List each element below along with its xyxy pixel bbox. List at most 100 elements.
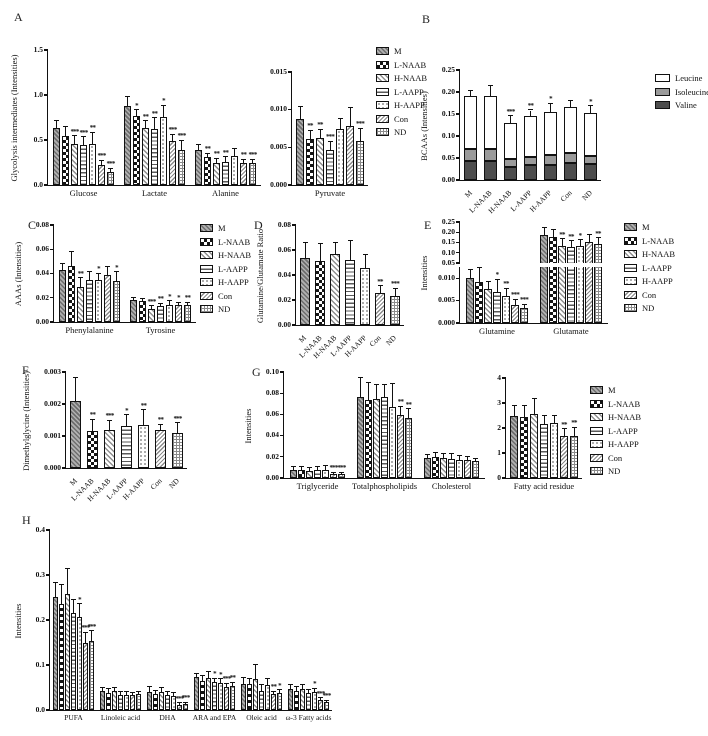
bar-H-NAAB bbox=[484, 222, 492, 263]
y-tick-label: 0.010 bbox=[270, 104, 287, 114]
legend-item: Isoleucine bbox=[655, 87, 708, 97]
x-tick-label: M bbox=[462, 188, 474, 200]
plot-area: 0.000 0.001 0.002 0.003 ** *** * ** ** *** M L-NAAB… bbox=[44, 368, 187, 503]
category-label: ARA and EPA bbox=[192, 713, 237, 722]
bar-M bbox=[466, 267, 474, 323]
bar-group: ** * * Phenylalanine bbox=[59, 225, 120, 335]
bar-L-NAAB bbox=[62, 50, 69, 185]
x-tick-label: ND bbox=[166, 476, 181, 491]
legend-swatch-isoleucine bbox=[655, 87, 670, 96]
panel-f: F Dimethylglycine (Intensities) 0.000 0.00… bbox=[21, 360, 187, 503]
segment-valine bbox=[584, 164, 597, 180]
significance-stars: *** bbox=[329, 464, 338, 473]
bar-group: ** *** M L-NAAB H-NAAB L-AAPP H-AAPP Con ND bbox=[297, 225, 400, 360]
legend-swatch-l-naab bbox=[624, 236, 637, 245]
panel-c: C AAAs (Intensities) 0.00 0.02 0.04 0.06 0.08… bbox=[13, 212, 251, 335]
legend-swatch-m bbox=[376, 47, 389, 55]
bar-H-AAPP: * bbox=[77, 530, 82, 710]
significance-stars: * bbox=[78, 595, 81, 604]
legend-item: L-NAAB bbox=[590, 399, 641, 409]
category-label: PUFA bbox=[64, 713, 83, 722]
panel-label-a: A bbox=[14, 10, 23, 24]
bar-L-NAAB bbox=[520, 378, 528, 478]
segment-valine bbox=[524, 165, 537, 180]
chart-glutamine-glutamate-ratio: Glutamine/Glutamate Ratio 0.00 0.02 0.04 0.0… bbox=[255, 221, 404, 360]
y-tick-label: 0.20 bbox=[441, 227, 455, 237]
significance-stars: *** bbox=[322, 691, 331, 700]
x-axis-labels: M L-NAAB H-NAAB L-AAPP H-AAPP Con ND bbox=[462, 180, 597, 215]
bar-Con: *** bbox=[316, 530, 325, 710]
category-label: Linoleic acid bbox=[100, 713, 141, 722]
legend-label: H-AAPP bbox=[608, 439, 639, 449]
category-label: Totalphospholipids bbox=[351, 481, 418, 491]
chart-fatty-acid-residue: 0 1 2 3 4 ** ** Fatty acid residue bbox=[491, 374, 582, 491]
y-tick-label: 4 bbox=[497, 372, 501, 382]
panel-label-e: E bbox=[424, 218, 432, 232]
significance-stars: ** bbox=[527, 101, 534, 110]
bar-L-AAPP bbox=[493, 222, 501, 263]
bar-M bbox=[70, 372, 81, 468]
y-tick-label: 0.000 bbox=[438, 317, 455, 327]
y-tick-label: 0.002 bbox=[44, 398, 61, 408]
bar-H-NAAB bbox=[530, 378, 538, 478]
bar-H-NAAB: ** bbox=[213, 50, 220, 185]
significance-stars: *** bbox=[97, 152, 106, 161]
bar-ND: *** bbox=[520, 267, 529, 323]
significance-stars: ** bbox=[397, 398, 404, 407]
bar-L-NAAB: ** bbox=[306, 72, 314, 185]
y-tick-label: 0.005 bbox=[438, 295, 455, 305]
bar-Con: ** bbox=[375, 225, 385, 325]
bar-Con bbox=[104, 225, 111, 322]
y-tick-label: 0.02 bbox=[277, 294, 291, 304]
bar-L-NAAB: ** bbox=[87, 372, 98, 468]
chart-glycolysis: Glycolysis intermediates (Intensities) 0.… bbox=[9, 46, 261, 198]
significance-stars: ** bbox=[503, 279, 509, 288]
legend-item: ND bbox=[624, 303, 675, 313]
bar-group: *** *** DHA bbox=[147, 530, 190, 722]
y-tick-label: 0.06 bbox=[277, 244, 291, 254]
bar-Con bbox=[585, 267, 593, 323]
y-tick-label: 0.04 bbox=[265, 430, 279, 440]
significance-stars: *** bbox=[105, 412, 114, 421]
legend-swatch-h-naab bbox=[624, 250, 637, 258]
bar-ND: **** bbox=[584, 70, 597, 180]
bar-Con: *** bbox=[511, 267, 520, 323]
legend-label: Leucine bbox=[675, 73, 703, 83]
bar-ND: ** bbox=[230, 530, 236, 710]
bar-group: *** *** ** *** *** Glucose bbox=[53, 50, 115, 198]
bar-H-NAAB bbox=[253, 530, 258, 710]
bar-M bbox=[424, 372, 431, 478]
bar-L-NAAB bbox=[294, 530, 299, 710]
bar-ND: *** bbox=[248, 50, 257, 185]
bar-M bbox=[194, 530, 199, 710]
significance-stars: ** bbox=[151, 109, 158, 118]
legend-swatch-valine bbox=[655, 101, 670, 109]
legend-item: H-AAPP bbox=[624, 276, 675, 286]
plot-area: 0.000 0.005 0.010 0.015 ** ** *** *** Pyruvate bbox=[270, 68, 368, 198]
legend-label: H-AAPP bbox=[642, 276, 673, 286]
legend-item: ND bbox=[590, 466, 641, 476]
category-label: Fatty acid residue bbox=[513, 481, 575, 491]
segment-leucine bbox=[524, 115, 537, 157]
bar-group: *** *** Triglyceride bbox=[290, 372, 346, 491]
bar-L-NAAB bbox=[298, 372, 305, 478]
legend-groups-c: M L-NAAB H-NAAB L-AAPP H-AAPP Con ND bbox=[200, 223, 251, 314]
bar-M bbox=[300, 225, 310, 325]
bar-M bbox=[510, 378, 518, 478]
bar-Con bbox=[346, 72, 354, 185]
bar-H-AAPP bbox=[456, 372, 463, 478]
legend-swatch-l-naab bbox=[590, 399, 603, 408]
legend-item: H-NAAB bbox=[376, 73, 427, 83]
x-tick-label: ND bbox=[384, 333, 399, 348]
bar-group: Cholesterol bbox=[424, 372, 479, 491]
significance-stars: *** bbox=[70, 127, 79, 136]
significance-stars: *** bbox=[177, 132, 186, 141]
bar-ND: *** bbox=[322, 530, 331, 710]
y-tick-label: 0.04 bbox=[35, 268, 49, 278]
category-label: DHA bbox=[159, 713, 176, 722]
bar-M bbox=[59, 225, 66, 322]
bar-L-AAPP bbox=[381, 372, 388, 478]
significance-stars: * bbox=[162, 97, 165, 106]
y-tick-label: 0.010 bbox=[438, 273, 455, 282]
legend-swatch-nd bbox=[590, 467, 603, 475]
